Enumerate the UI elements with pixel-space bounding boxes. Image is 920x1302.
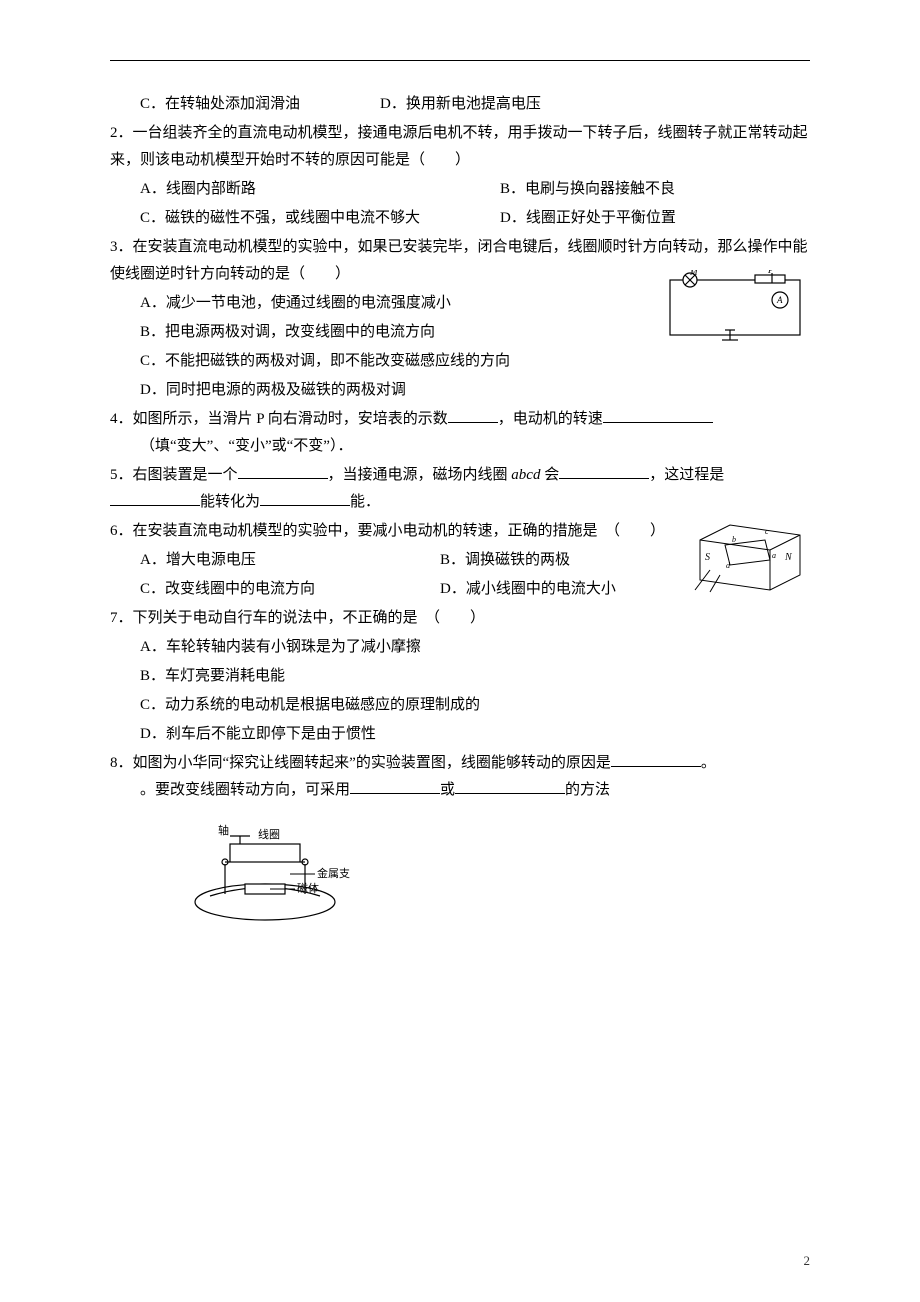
circuit-figure: M P A [660, 270, 810, 350]
q1-opt-d: D．换用新电池提高电压 [380, 91, 541, 118]
q8-mid1: 。要改变线圈转动方向，可采用 [110, 782, 350, 798]
coil-figure: 轴 线圈 金属支架 磁体 [190, 824, 350, 924]
q5-blank4 [260, 490, 350, 506]
q6-opt-c: C．改变线圈中的电流方向 [140, 576, 440, 603]
q6-opt-b: B．调换磁铁的两极 [440, 547, 570, 574]
q4-pre: 4．如图所示，当滑片 P 向右滑动时，安培表的示数 [110, 411, 448, 427]
q8-blank3 [455, 778, 565, 794]
q5-blank1 [238, 463, 328, 479]
q2-opt-d: D．线圈正好处于平衡位置 [500, 205, 676, 232]
q5-pre: 5．右图装置是一个 [110, 467, 238, 483]
coil-label-magnet: 磁体 [297, 881, 319, 895]
q4: 4．如图所示，当滑片 P 向右滑动时，安培表的示数 ，电动机的转速 （填“变大”、… [110, 406, 810, 460]
q3-opt-d: D．同时把电源的两极及磁铁的两极对调 [110, 377, 810, 404]
q4-tail: （填“变大”、“变小”或“不变”）． [110, 433, 810, 460]
motor-label-b: b [732, 535, 736, 544]
q5-blank3 [110, 490, 200, 506]
q7-opt-a: A．车轮转轴内装有小钢珠是为了减小摩擦 [110, 634, 810, 661]
q8-blank2 [350, 778, 440, 794]
q8-pre: 8．如图为小华同“探究让线圈转起来”的实验装置图，线圈能够转动的原因是 [110, 755, 611, 771]
q4-blank2 [603, 407, 713, 423]
q4-mid: ，电动机的转速 [498, 411, 603, 427]
page: C．在转轴处添加润滑油 D．换用新电池提高电压 2．一台组装齐全的直流电动机模型… [0, 0, 920, 1302]
circuit-label-m: M [689, 270, 698, 277]
q5-blank2 [559, 463, 649, 479]
q6-opt-a: A．增大电源电压 [140, 547, 440, 574]
motor-label-n: N [784, 552, 793, 563]
coil-label-coil: 线圈 [258, 827, 280, 841]
motor-label-s: S [705, 552, 710, 563]
q4-blank1 [448, 407, 498, 423]
q5: 5．右图装置是一个 ，当接通电源，磁场内线圈 abcd 会 ，这过程是能转化为 能． [110, 462, 810, 516]
circuit-label-a: A [776, 295, 783, 305]
page-number: 2 [804, 1249, 811, 1272]
motor-label-d: d [726, 561, 731, 570]
q5-abcd: abcd [511, 467, 540, 483]
q2-row1: A．线圈内部断路 B．电刷与换向器接触不良 [110, 176, 810, 203]
q2-opt-b: B．电刷与换向器接触不良 [500, 176, 675, 203]
circuit-label-p: P [767, 270, 774, 275]
q5-tail: 能． [350, 494, 380, 510]
coil-label-frame: 金属支架 [317, 866, 350, 880]
q3-opt-c: C．不能把磁铁的两极对调，即不能改变磁感应线的方向 [110, 348, 810, 375]
top-rule [110, 60, 810, 61]
q8: 8．如图为小华同“探究让线圈转起来”的实验装置图，线圈能够转动的原因是。 。要改… [110, 750, 810, 804]
q7-opt-d: D．刹车后不能立即停下是由于惯性 [110, 721, 810, 748]
q6-opt-d: D．减小线圈中的电流大小 [440, 576, 616, 603]
q5-mid3: ，这过程是 [649, 467, 724, 483]
q1-options-cd: C．在转轴处添加润滑油 D．换用新电池提高电压 [110, 91, 810, 118]
q7-stem: 7．下列关于电动自行车的说法中，不正确的是 （ ） [110, 605, 810, 632]
q2-stem: 2．一台组装齐全的直流电动机模型，接通电源后电机不转，用手拨动一下转子后，线圈转… [110, 120, 810, 174]
q2-opt-c: C．磁铁的磁性不强，或线圈中电流不够大 [140, 205, 500, 232]
q5-mid1: ，当接通电源，磁场内线圈 [328, 467, 512, 483]
motor-label-c: c [765, 527, 769, 536]
q5-mid4: 能转化为 [200, 494, 260, 510]
q7-opt-b: B．车灯亮要消耗电能 [110, 663, 810, 690]
q8-blank1 [611, 751, 701, 767]
q2-opt-a: A．线圈内部断路 [140, 176, 500, 203]
q1-opt-c: C．在转轴处添加润滑油 [140, 91, 380, 118]
q8-mid2: 或 [440, 782, 455, 798]
motor-figure: S N a b c d [690, 520, 810, 595]
q5-mid2: 会 [540, 467, 559, 483]
q8-tail: 的方法 [565, 782, 610, 798]
q2-row2: C．磁铁的磁性不强，或线圈中电流不够大 D．线圈正好处于平衡位置 [110, 205, 810, 232]
motor-label-a: a [772, 551, 776, 560]
coil-label-axis: 轴 [218, 824, 229, 837]
q7-opt-c: C．动力系统的电动机是根据电磁感应的原理制成的 [110, 692, 810, 719]
